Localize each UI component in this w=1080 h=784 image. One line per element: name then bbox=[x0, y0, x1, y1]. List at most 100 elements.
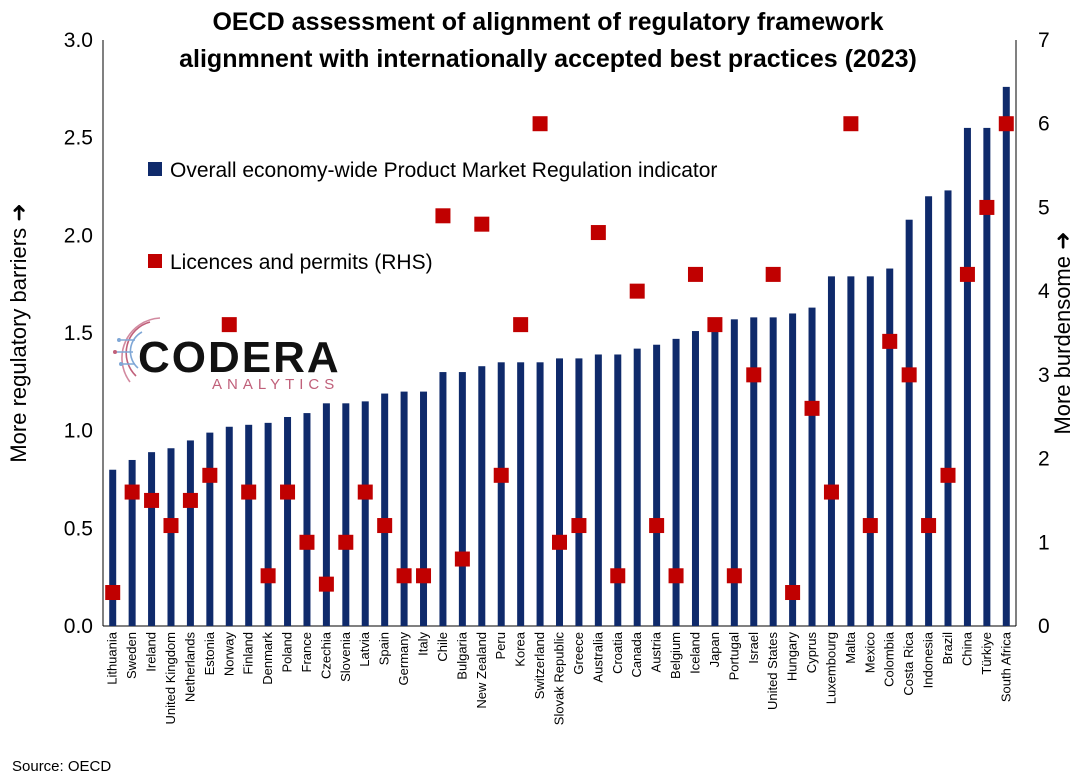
bar bbox=[594, 354, 602, 626]
category-label: Israel bbox=[746, 632, 761, 664]
category-label: Türkiye bbox=[979, 632, 994, 675]
bar bbox=[128, 459, 136, 626]
left-tick-label: 0.5 bbox=[64, 517, 93, 540]
marker bbox=[357, 484, 373, 500]
bar bbox=[225, 426, 233, 626]
source-note: Source: OECD bbox=[12, 758, 112, 775]
marker bbox=[765, 266, 781, 282]
legend-swatch-bars bbox=[148, 162, 162, 176]
marker bbox=[532, 116, 548, 132]
marker bbox=[610, 568, 626, 584]
category-label: Indonesia bbox=[921, 631, 936, 688]
marker bbox=[552, 534, 567, 550]
marker bbox=[804, 400, 820, 416]
marker bbox=[843, 116, 859, 132]
marker bbox=[493, 467, 509, 483]
category-label: Luxembourg bbox=[823, 632, 838, 704]
marker bbox=[396, 568, 412, 584]
category-label: Austria bbox=[649, 631, 664, 672]
bar bbox=[750, 317, 758, 626]
marker bbox=[668, 568, 684, 584]
category-label: Portugal bbox=[726, 632, 741, 681]
bar bbox=[400, 391, 408, 626]
bar bbox=[672, 338, 680, 626]
bar bbox=[827, 276, 835, 626]
bar bbox=[245, 424, 253, 626]
category-label: United States bbox=[765, 632, 780, 711]
category-label: United Kingdom bbox=[163, 632, 178, 725]
category-label: New Zealand bbox=[474, 632, 489, 709]
category-label: Korea bbox=[513, 631, 528, 666]
category-label: Latvia bbox=[357, 631, 372, 666]
right-tick-label: 1 bbox=[1038, 531, 1050, 554]
category-label: Costa Rica bbox=[901, 631, 916, 695]
bar bbox=[439, 372, 447, 626]
category-label: Mexico bbox=[862, 632, 877, 673]
marker bbox=[590, 225, 606, 241]
marker bbox=[241, 484, 257, 500]
marker bbox=[823, 484, 839, 500]
bar bbox=[536, 362, 544, 626]
category-label: Canada bbox=[629, 631, 644, 677]
marker bbox=[882, 333, 898, 349]
bar bbox=[148, 452, 156, 626]
bar bbox=[517, 362, 525, 626]
right-tick-label: 0 bbox=[1038, 615, 1050, 638]
right-tick-label: 2 bbox=[1038, 448, 1050, 471]
marker bbox=[182, 492, 198, 508]
category-label: Brazil bbox=[940, 632, 955, 665]
category-label: Bulgaria bbox=[454, 631, 469, 679]
right-tick-label: 3 bbox=[1038, 364, 1050, 387]
marker bbox=[571, 518, 587, 534]
bar bbox=[866, 276, 874, 626]
category-label: China bbox=[959, 631, 974, 666]
category-label: Australia bbox=[590, 631, 605, 682]
left-tick-label: 1.0 bbox=[64, 420, 93, 443]
marker bbox=[202, 467, 218, 483]
legend-label-markers: Licences and permits (RHS) bbox=[170, 251, 433, 274]
category-label: Germany bbox=[396, 632, 411, 686]
category-label: Peru bbox=[493, 632, 508, 659]
category-label: Malta bbox=[843, 631, 858, 664]
marker bbox=[338, 534, 354, 550]
right-tick-label: 4 bbox=[1038, 280, 1050, 303]
category-label: Ireland bbox=[144, 632, 159, 672]
bar bbox=[808, 307, 816, 626]
bar bbox=[789, 313, 797, 626]
bar bbox=[361, 401, 369, 626]
marker bbox=[726, 568, 742, 584]
legend: Overall economy-wide Product Market Regu… bbox=[148, 159, 717, 274]
marker bbox=[940, 467, 956, 483]
bar bbox=[730, 319, 738, 626]
category-label: Chile bbox=[435, 632, 450, 662]
marker bbox=[979, 199, 995, 215]
bar bbox=[186, 440, 194, 626]
marker bbox=[862, 518, 878, 534]
category-label: Norway bbox=[221, 632, 236, 677]
marker bbox=[901, 367, 917, 383]
right-tick-label: 7 bbox=[1038, 29, 1050, 52]
marker bbox=[454, 551, 470, 567]
marker bbox=[416, 568, 432, 584]
bar bbox=[575, 358, 583, 626]
category-label: Croatia bbox=[610, 631, 625, 674]
bar bbox=[653, 344, 661, 626]
category-labels: Lithuania Sweden Ireland United Kingdom Neth… bbox=[105, 631, 1014, 725]
marker bbox=[299, 534, 315, 550]
category-label: Cyprus bbox=[804, 632, 819, 674]
category-label: Greece bbox=[571, 632, 586, 675]
category-label: Italy bbox=[416, 632, 431, 656]
left-tick-label: 2.0 bbox=[64, 224, 93, 247]
bar bbox=[614, 354, 622, 626]
marker bbox=[921, 518, 937, 534]
category-label: Belgium bbox=[668, 632, 683, 679]
logo-subtitle: ANALYTICS bbox=[212, 376, 339, 393]
category-label: Colombia bbox=[882, 631, 897, 687]
marker bbox=[221, 317, 237, 333]
marker bbox=[318, 576, 334, 592]
bar bbox=[886, 268, 894, 626]
category-label: Netherlands bbox=[182, 632, 197, 703]
marker bbox=[163, 518, 179, 534]
bar bbox=[206, 432, 214, 626]
